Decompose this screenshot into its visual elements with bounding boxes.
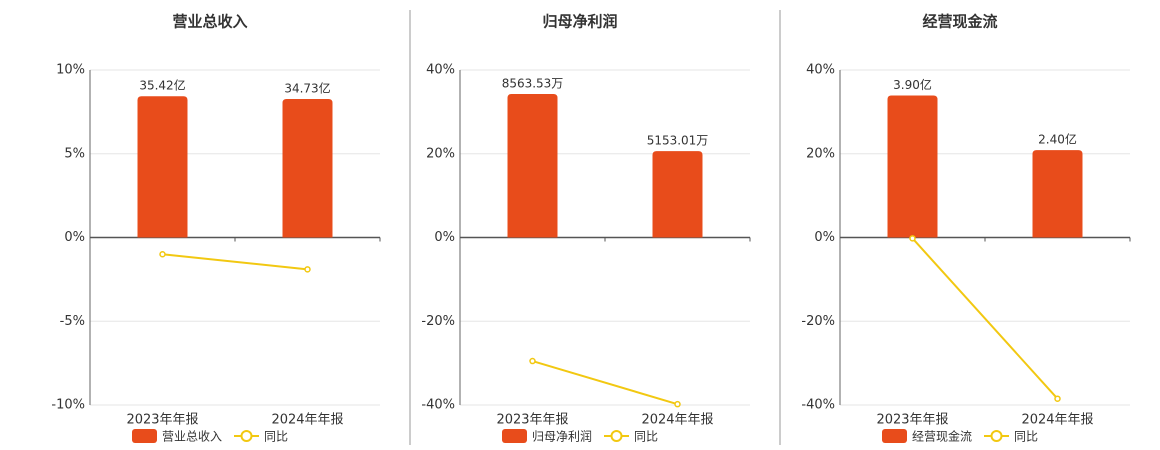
x-tick-label: 2024年年报 [271, 413, 343, 428]
y-tick-label: 20% [426, 146, 455, 161]
legend-label: 同比 [1014, 430, 1038, 444]
y-tick-label: 0% [64, 230, 85, 245]
y-tick-label: -10% [51, 398, 85, 413]
value-label: 35.42亿 [139, 78, 185, 93]
legend-swatch [610, 430, 623, 442]
line-marker [304, 266, 311, 273]
value-label: 8563.53万 [502, 77, 564, 91]
line-marker [529, 357, 536, 365]
y-tick-label: 0% [814, 230, 835, 245]
y-tick-label: -40% [421, 398, 455, 413]
line-marker [674, 400, 681, 408]
value-label: 3.90亿 [893, 77, 932, 92]
value-label: 2.40亿 [1038, 132, 1077, 147]
legend-swatch [990, 430, 1003, 442]
bar [887, 95, 938, 238]
chart-title: 归母净利润 [542, 13, 617, 31]
x-tick-label: 2023年年报 [126, 413, 198, 428]
x-tick-label: 2023年年报 [876, 413, 948, 428]
line-marker [1054, 395, 1061, 402]
chart-title: 营业总收入 [172, 13, 247, 31]
y-tick-label: 40% [806, 63, 835, 78]
legend-swatch [502, 429, 527, 443]
chart-title: 经营现金流 [922, 13, 997, 31]
bar [1032, 150, 1083, 238]
line [911, 237, 1059, 400]
value-label: 34.73亿 [284, 80, 330, 95]
y-tick-label: 5% [64, 146, 85, 161]
x-tick-label: 2024年年报 [1021, 413, 1093, 428]
y-tick-label: 20% [806, 146, 835, 161]
legend-swatch [882, 429, 907, 443]
x-tick-label: 2023年年报 [496, 413, 568, 428]
line-marker [909, 235, 916, 242]
y-tick-label: -40% [801, 398, 835, 413]
bar [652, 151, 703, 238]
legend-label: 经营现金流 [912, 429, 972, 444]
line [532, 360, 678, 406]
legend-label: 营业总收入 [162, 430, 222, 444]
legend-label: 同比 [634, 430, 658, 444]
line [162, 253, 308, 271]
bar [507, 94, 558, 238]
x-tick-label: 2024年年报 [641, 413, 713, 428]
y-tick-label: -20% [801, 314, 835, 329]
bar [137, 96, 188, 238]
y-tick-label: 40% [426, 63, 455, 78]
y-tick-label: -20% [421, 314, 455, 329]
y-tick-label: 0% [434, 230, 455, 245]
bar [282, 98, 333, 238]
y-tick-label: 10% [56, 63, 85, 78]
legend-label: 同比 [264, 430, 288, 444]
line-marker [159, 251, 166, 258]
legend-swatch [132, 429, 157, 443]
y-tick-label: -5% [60, 314, 85, 329]
legend-label: 归母净利润 [532, 430, 592, 444]
value-label: 5153.01万 [647, 134, 709, 148]
legend-swatch [240, 430, 253, 442]
